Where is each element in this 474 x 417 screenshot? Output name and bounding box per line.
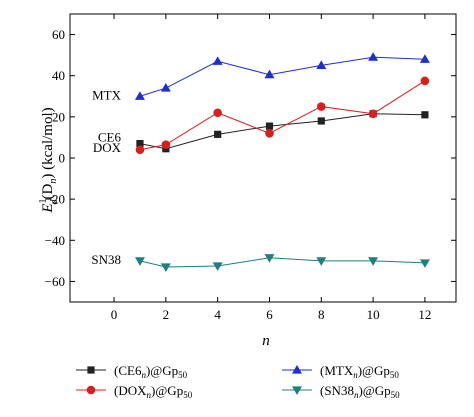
x-tick-label: 2: [163, 307, 170, 322]
legend-marker: [292, 386, 302, 395]
series-label-ce6: CE6: [98, 130, 122, 145]
legend-text-part: 50: [390, 370, 400, 380]
legend-text-part: n: [353, 370, 358, 380]
legend-label: (DOXn)@Gp50: [114, 383, 193, 400]
legend-item-sn38: (SN38n)@Gp50: [282, 383, 400, 400]
legend-text-part: n: [141, 370, 146, 380]
series-label-dox: DOX: [93, 140, 122, 155]
legend-text-part: 50: [178, 370, 188, 380]
series-line-mtx: [139, 56, 425, 97]
y-label-mid-sub: n: [48, 179, 59, 184]
legend-label: (CE6n)@Gp50: [114, 363, 188, 380]
legend-label: (SN38n)@Gp50: [320, 383, 400, 400]
x-tick-label: 4: [214, 307, 221, 322]
axis-ticks: 0 2 4 6 8 10 12 −60 −40 −20 0 20 40 60: [45, 14, 456, 322]
x-tick-label: 12: [418, 307, 431, 322]
y-tick-label: −20: [45, 192, 65, 207]
y-tick-label: 60: [52, 27, 65, 42]
y-axis-label: E1d(Dn) (kcal/mol): [38, 107, 60, 213]
x-tick-label: 6: [266, 307, 273, 322]
legend-text-part: 50: [183, 390, 193, 400]
data-point-dox: [265, 129, 274, 138]
legend-item-dox: (DOXn)@Gp50: [76, 383, 193, 400]
series-mtx: [134, 52, 430, 100]
data-point-sn38: [419, 259, 430, 268]
legend-marker: [86, 385, 96, 395]
data-point-ce6: [136, 140, 144, 148]
legend-text-part: n: [147, 390, 152, 400]
data-point-ce6: [421, 111, 429, 119]
y-tick-label: −40: [45, 233, 65, 248]
data-point-mtx: [419, 54, 430, 63]
y-tick-label: 0: [59, 151, 66, 166]
data-point-dox: [316, 102, 326, 111]
series-ce6: [136, 110, 429, 153]
data-point-sn38: [368, 257, 379, 266]
y-label-tail: ) (kcal/mol): [40, 107, 56, 178]
y-tick-label: 20: [52, 109, 65, 124]
y-tick-label: 40: [52, 68, 65, 83]
legend-text-part: (MTX: [320, 363, 354, 378]
x-axis-label: n: [262, 333, 270, 349]
legend-text-part: )@Gp: [151, 383, 183, 398]
data-point-dox: [135, 145, 145, 155]
data-point-sn38: [160, 263, 171, 273]
series-sn38: [134, 254, 430, 273]
x-tick-label: 10: [367, 307, 380, 322]
y-label-sup: 1: [38, 198, 49, 203]
data-point-mtx: [134, 91, 145, 100]
data-point-ce6: [265, 122, 274, 130]
legend-marker: [87, 366, 95, 374]
series-line-ce6: [139, 113, 425, 150]
y-label-mid: (D: [40, 183, 56, 199]
legend-marker: [292, 365, 302, 374]
x-tick-label: 0: [111, 307, 118, 322]
legend-text-part: (DOX: [114, 383, 147, 398]
series-dox: [135, 76, 430, 155]
x-tick-label: 8: [318, 307, 325, 322]
series-line-sn38: [139, 257, 425, 268]
series-line-dox: [139, 80, 426, 151]
y-tick-label: −60: [45, 274, 65, 289]
data-point-sn38: [134, 257, 145, 266]
series-label-sn38: SN38: [91, 252, 121, 267]
legend-text-part: (CE6: [114, 363, 142, 378]
data-point-mtx: [368, 52, 379, 61]
legend-text-part: n: [354, 390, 359, 400]
y-label-sub: d: [49, 198, 60, 204]
data-point-sn38: [316, 257, 327, 266]
legend-item-mtx: (MTXn)@Gp50: [282, 363, 399, 380]
data-point-dox: [213, 108, 222, 118]
data-point-sn38: [212, 262, 223, 271]
legend-text-part: 50: [391, 390, 401, 400]
legend: (CE6n)@Gp50(DOXn)@Gp50(MTXn)@Gp50(SN38n)…: [76, 363, 400, 400]
data-point-ce6: [317, 117, 325, 125]
data-point-dox: [420, 76, 430, 86]
series-layer: [134, 52, 430, 273]
legend-text-part: )@Gp: [358, 383, 390, 398]
data-point-ce6: [214, 130, 222, 138]
legend-label: (MTXn)@Gp50: [320, 363, 399, 380]
data-point-dox: [161, 140, 171, 149]
y-label-main: E: [40, 203, 56, 213]
data-point-mtx: [160, 83, 171, 92]
legend-text-part: )@Gp: [146, 363, 178, 378]
data-point-mtx: [212, 56, 223, 65]
data-point-mtx: [264, 69, 275, 79]
data-point-dox: [368, 109, 378, 119]
legend-item-ce6: (CE6n)@Gp50: [76, 363, 188, 380]
legend-text-part: )@Gp: [358, 363, 390, 378]
legend-text-part: (SN38: [320, 383, 354, 398]
data-point-mtx: [316, 60, 327, 70]
data-point-sn38: [264, 254, 275, 263]
series-label-mtx: MTX: [92, 87, 122, 102]
